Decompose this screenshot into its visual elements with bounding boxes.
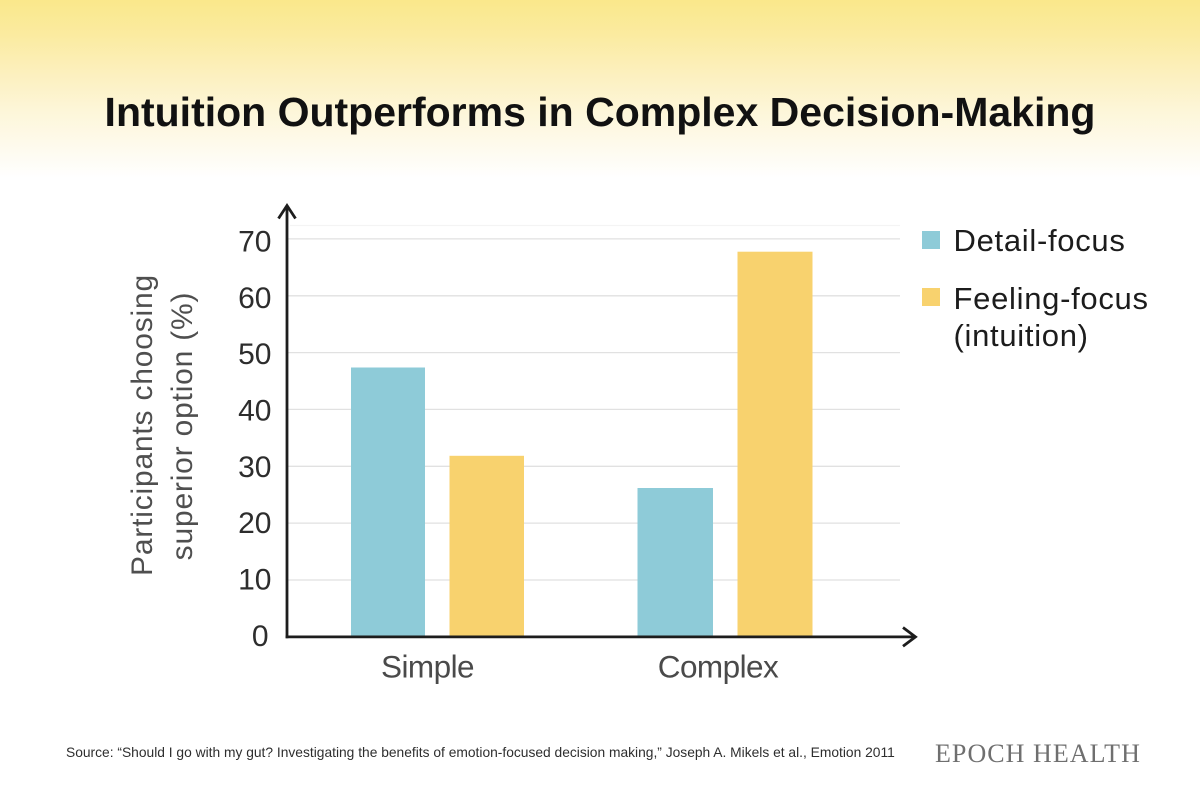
svg-text:20: 20 <box>238 507 271 540</box>
svg-text:60: 60 <box>238 282 271 315</box>
svg-text:70: 70 <box>238 226 271 259</box>
svg-text:Simple: Simple <box>381 648 474 684</box>
svg-text:40: 40 <box>238 395 271 428</box>
svg-text:50: 50 <box>238 338 271 371</box>
svg-text:30: 30 <box>238 451 271 484</box>
svg-text:Participants choosing: Participants choosing <box>126 274 159 576</box>
svg-text:0: 0 <box>252 620 269 653</box>
svg-text:10: 10 <box>238 564 271 597</box>
svg-text:Complex: Complex <box>658 648 779 684</box>
svg-text:superior option (%): superior option (%) <box>166 292 199 561</box>
